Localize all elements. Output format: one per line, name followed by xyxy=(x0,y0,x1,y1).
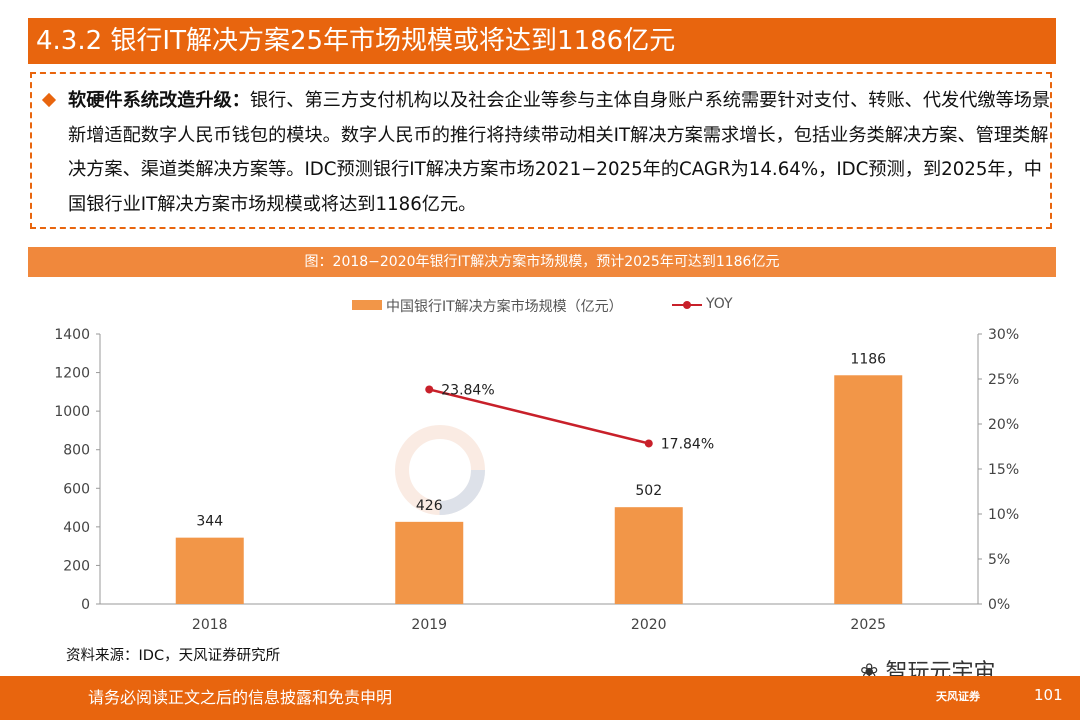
source-note: 资料来源：IDC，天风证券研究所 xyxy=(66,648,281,664)
y-left-tick-label: 1000 xyxy=(54,404,90,420)
y-right-tick-label: 15% xyxy=(988,462,1019,478)
y-left-tick-label: 0 xyxy=(81,597,90,613)
page-title: 4.3.2 银行IT解决方案25年市场规模或将达到1186亿元 xyxy=(36,26,676,56)
bar xyxy=(834,375,903,604)
y-right-tick-label: 20% xyxy=(988,417,1019,433)
x-tick-label: 2020 xyxy=(631,617,667,633)
figure-caption-bar xyxy=(28,247,1056,277)
x-tick-label: 2019 xyxy=(411,617,447,633)
legend-line-label: YOY xyxy=(706,296,733,312)
y-left-tick-label: 600 xyxy=(63,481,90,497)
y-left-tick-label: 400 xyxy=(63,520,90,536)
legend-line-marker xyxy=(683,301,691,309)
x-tick-label: 2025 xyxy=(850,617,886,633)
footer-brand-logo: 天风证券 xyxy=(936,690,980,703)
y-right-tick-label: 0% xyxy=(988,597,1010,613)
title-bar xyxy=(28,18,1056,64)
bar-data-label: 502 xyxy=(635,483,662,499)
bar-data-label: 1186 xyxy=(850,351,886,367)
summary-body: 银行、第三方支付机构以及社会企业等参与主体自身账户系统需要针对支付、转账、代发代… xyxy=(68,90,1051,215)
summary-box xyxy=(30,72,1052,229)
x-tick-label: 2018 xyxy=(192,617,228,633)
yoy-line xyxy=(428,388,650,445)
y-left-tick-label: 800 xyxy=(63,443,90,459)
bar xyxy=(395,521,464,604)
chart-legend: 中国银行IT解决方案市场规模（亿元） YOY xyxy=(0,294,1080,316)
yoy-data-label: 23.84% xyxy=(441,382,494,398)
y-right-tick-label: 25% xyxy=(988,372,1019,388)
y-right-tick-label: 10% xyxy=(988,507,1019,523)
y-right-tick-label: 5% xyxy=(988,552,1010,568)
y-left-tick-label: 1400 xyxy=(54,327,90,343)
page-number: 101 xyxy=(1034,686,1063,704)
footer-bar xyxy=(0,676,1080,720)
bar xyxy=(614,507,683,604)
y-right-tick-label: 30% xyxy=(988,327,1019,343)
figure-caption: 图：2018−2020年银行IT解决方案市场规模，预计2025年可达到1186亿… xyxy=(304,254,780,270)
legend-bar-label: 中国银行IT解决方案市场规模（亿元） xyxy=(386,299,623,315)
y-left-tick-label: 200 xyxy=(63,558,90,574)
yoy-data-label: 17.84% xyxy=(661,436,714,452)
summary-text: 软硬件系统改造升级：银行、第三方支付机构以及社会企业等参与主体自身账户系统需要针… xyxy=(68,84,1058,222)
bar-data-label: 426 xyxy=(416,498,443,514)
yoy-point xyxy=(644,439,653,448)
bar xyxy=(175,537,244,604)
summary-lead: 软硬件系统改造升级： xyxy=(68,90,250,111)
y-left-tick-label: 1200 xyxy=(54,366,90,382)
yoy-point xyxy=(425,385,434,394)
legend-bar-swatch xyxy=(352,300,382,310)
bar-data-label: 344 xyxy=(196,514,223,530)
footer-disclaimer: 请务必阅读正文之后的信息披露和免责申明 xyxy=(88,688,393,707)
